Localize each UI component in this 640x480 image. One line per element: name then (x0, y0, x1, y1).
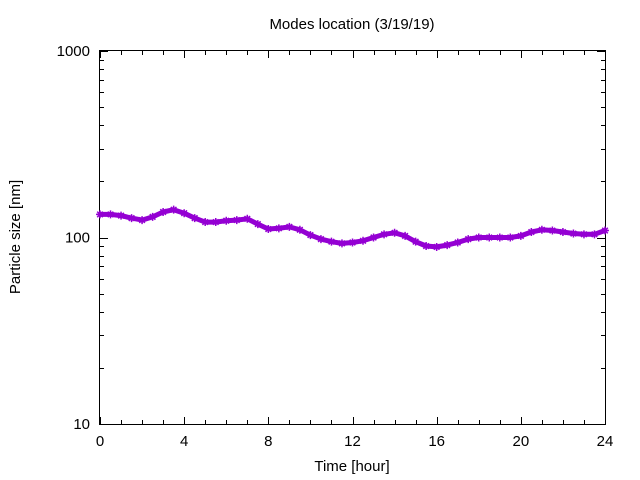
x-tick-label: 20 (512, 433, 529, 450)
data-point (180, 209, 189, 218)
data-point (285, 222, 294, 231)
x-tick-label: 12 (344, 433, 361, 450)
series (96, 205, 609, 251)
data-point (422, 242, 431, 251)
data-point (274, 224, 283, 233)
data-point (537, 225, 546, 234)
data-point (348, 238, 357, 247)
data-point (316, 235, 325, 244)
data-point (527, 228, 536, 237)
y-tick-label: 1000 (57, 43, 90, 60)
chart-title: Modes location (3/19/19) (269, 16, 434, 33)
data-point (601, 226, 609, 235)
data-point (138, 216, 147, 225)
x-tick-label: 16 (428, 433, 445, 450)
data-point (390, 228, 399, 237)
data-point (96, 210, 104, 219)
axis-tick-labels: 0 4 8 12 16 20 24 10 100 1000 (57, 43, 614, 450)
data-point (222, 216, 231, 225)
data-point (253, 220, 262, 229)
data-point (411, 237, 420, 246)
x-tick-label: 24 (597, 433, 614, 450)
data-point (264, 225, 273, 234)
data-point (169, 205, 178, 214)
y-axis-label: Particle size [nm] (7, 180, 24, 294)
series-layer (96, 205, 609, 251)
data-point (232, 216, 241, 225)
data-point (159, 208, 168, 217)
data-point (211, 218, 220, 227)
data-point (369, 233, 378, 242)
data-point (359, 236, 368, 245)
data-point (579, 230, 588, 239)
data-point (516, 231, 525, 240)
data-point (295, 225, 304, 234)
data-point (558, 228, 567, 237)
x-axis-label: Time [hour] (314, 458, 389, 475)
data-point (464, 235, 473, 244)
data-point (201, 218, 210, 227)
data-point (127, 214, 136, 223)
y-tick-label: 10 (73, 416, 90, 433)
data-point (190, 214, 199, 223)
data-point (590, 230, 599, 239)
data-point (380, 230, 389, 239)
data-point (306, 231, 315, 240)
data-point (243, 214, 252, 223)
plot-frame (99, 50, 606, 425)
data-point (548, 226, 557, 235)
data-point (117, 211, 126, 220)
data-point (148, 212, 157, 221)
data-point (474, 233, 483, 242)
data-point (506, 233, 515, 242)
x-tick-label: 8 (264, 433, 272, 450)
data-point (106, 210, 115, 219)
data-point (337, 239, 346, 248)
data-point (569, 229, 578, 238)
data-point (432, 242, 441, 251)
data-point (453, 238, 462, 247)
y-tick-label: 100 (65, 230, 90, 247)
data-point (485, 233, 494, 242)
data-point (327, 237, 336, 246)
data-point (495, 233, 504, 242)
data-point (443, 241, 452, 250)
data-point (401, 231, 410, 240)
axis-ticks (100, 51, 606, 425)
x-tick-label: 0 (96, 433, 104, 450)
x-tick-label: 4 (180, 433, 188, 450)
